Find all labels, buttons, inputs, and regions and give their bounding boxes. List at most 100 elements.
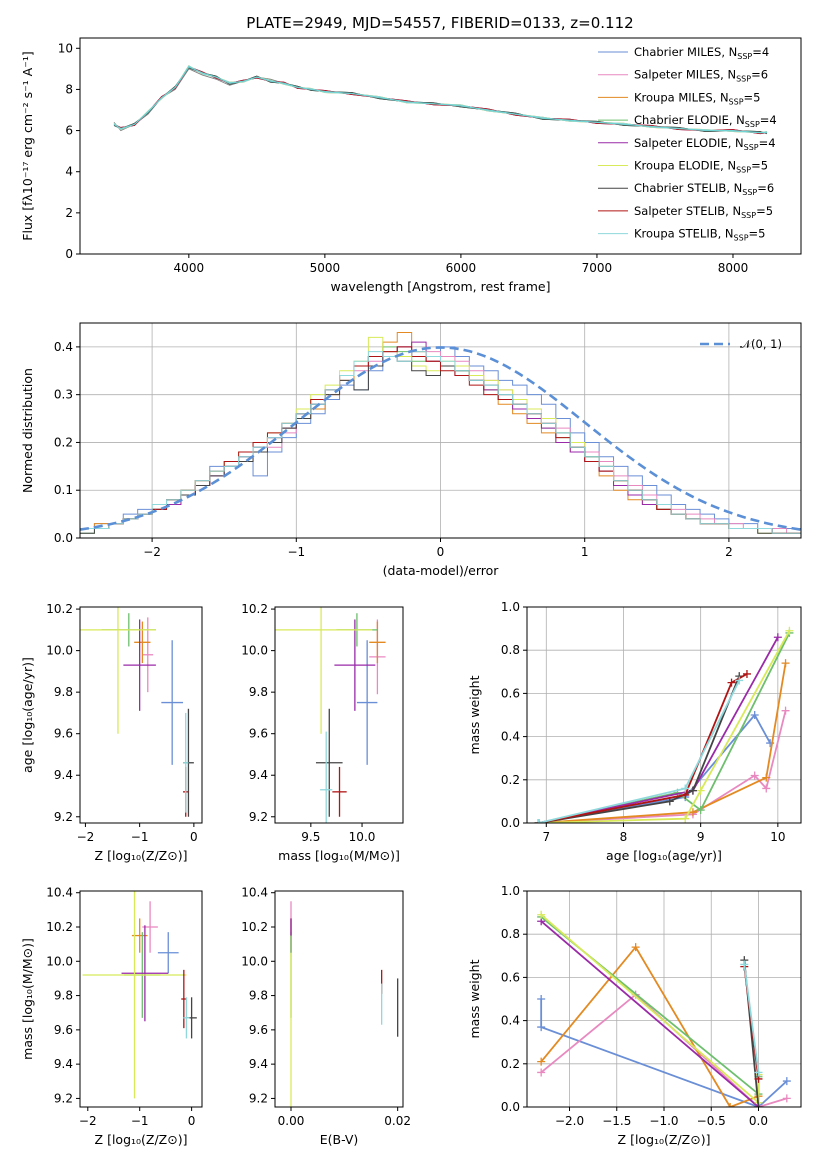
- axes-frame: [79, 890, 203, 1108]
- legend-sub: SSP: [744, 143, 759, 152]
- errorbar-point: [142, 617, 154, 693]
- y-tick-label: 0.2: [501, 773, 520, 787]
- y-tick-label: 9.6: [54, 1023, 73, 1037]
- y-tick-label: 9.2: [54, 810, 73, 824]
- x-axis-label: (data-model)/error: [383, 563, 500, 578]
- x-tick-label: 2: [725, 545, 733, 559]
- y-tick-label: 10.0: [46, 644, 73, 658]
- weight-series: [740, 960, 763, 1077]
- weight-marker: [762, 773, 771, 782]
- x-tick-label: 4000: [174, 261, 205, 275]
- weight-marker: [696, 786, 705, 795]
- weight-marker: [727, 678, 736, 687]
- errorbar-point: [134, 621, 151, 664]
- weight-marker: [773, 633, 782, 642]
- weight-series: [534, 706, 790, 823]
- weight-marker: [754, 1068, 763, 1077]
- weight-line: [538, 630, 791, 823]
- x-tick-label: 0.02: [384, 1114, 411, 1128]
- weight-marker: [537, 1023, 546, 1032]
- errorbar-point: [369, 621, 386, 664]
- plot-area: [80, 607, 194, 817]
- x-axis-label: mass [log₁₀(M/M⊙)]: [278, 848, 400, 863]
- weight-marker: [785, 626, 794, 635]
- legend-sub: SSP: [736, 75, 751, 84]
- histogram-legend: 𝒩(0, 1): [700, 337, 782, 351]
- x-tick-label: 9: [697, 830, 705, 844]
- y-tick-label: 9.2: [54, 1091, 73, 1105]
- axes-frame: [79, 37, 802, 255]
- weight-series: [534, 676, 744, 823]
- legend-name: Salpeter ELODIE, N: [634, 136, 744, 150]
- weight-marker: [681, 814, 690, 823]
- y-tick-label: 4: [65, 165, 73, 179]
- weight-marker: [781, 706, 790, 715]
- y-tick-label: 9.8: [54, 685, 73, 699]
- y-tick-label: 9.8: [249, 685, 268, 699]
- panel-residuals: −2 −1 0 1 2 0.0 0.1 0.2 0.3 0.4 (data-model)/error…: [20, 322, 802, 578]
- weight-marker: [681, 784, 690, 793]
- y-tick-label: 0.6: [501, 970, 520, 984]
- y-tick-label: 10.0: [241, 954, 268, 968]
- legend-count: =6: [757, 181, 774, 195]
- weight-marker: [782, 1077, 791, 1086]
- x-tick-label: −2: [143, 545, 161, 559]
- legend-sub: SSP: [745, 120, 760, 129]
- x-tick-label: 1: [581, 545, 589, 559]
- y-tick-label: 9.8: [54, 989, 73, 1003]
- y-tick-label: 1.0: [501, 884, 520, 898]
- panel-mass-vs-EBV: 0.00 0.02 9.2 9.4 9.6 9.8 10.0 10.2 10.4 E(B-V): [241, 886, 411, 1147]
- weight-line: [743, 964, 760, 1073]
- legend-entry: Chabrier MILES, NSSP=4: [634, 45, 769, 61]
- weight-series: [537, 943, 763, 1107]
- axes-frame: [526, 890, 802, 1108]
- legend-count: =4: [760, 113, 777, 127]
- weight-marker: [537, 910, 546, 919]
- axes-frame: [274, 890, 404, 1108]
- plot-area: [82, 891, 197, 1099]
- weight-series: [537, 910, 763, 1107]
- errorbar-point: [275, 607, 373, 734]
- x-axis-label: wavelength [Angstrom, rest frame]: [330, 279, 550, 294]
- plot-area: [275, 607, 386, 823]
- errorbar-point: [157, 932, 179, 974]
- x-tick-label: −1: [287, 545, 305, 559]
- legend-entry: Kroupa MILES, NSSP=5: [634, 90, 760, 106]
- weight-marker: [762, 784, 771, 793]
- spectrum-best-model-line: [113, 66, 767, 134]
- errorbar-point: [80, 607, 156, 734]
- weight-line: [540, 920, 760, 1107]
- errorbar-point: [123, 619, 156, 711]
- panel-massweight-vs-age: 7 8 9 10 0.0 0.2 0.4 0.6 0.8 1.0 age [log₁₀(age/yr…: [467, 600, 802, 863]
- errorbar-point: [183, 712, 189, 813]
- y-tick-label: 0.2: [501, 1057, 520, 1071]
- x-tick-label: −2.0: [555, 1114, 584, 1128]
- legend-count: =5: [744, 90, 761, 104]
- errorbar-point: [356, 640, 378, 765]
- weight-series: [534, 711, 775, 823]
- legend-sub: SSP: [736, 166, 751, 175]
- plot-area: [537, 910, 791, 1107]
- panel-spectrum: 4000 5000 6000 7000 8000 0 2 4 6 8 10 wavelength [A…: [20, 37, 802, 294]
- panel-age-vs-Z: −2 −1 0 9.2 9.4 9.6 9.8 10.0 10.2 Z [log₁₀(Z/Z⊙)]…: [20, 602, 203, 863]
- legend-entry: 𝒩(0, 1): [740, 337, 782, 351]
- x-tick-label: −1.5: [602, 1114, 631, 1128]
- legend-sub: SSP: [742, 188, 757, 197]
- y-tick-label: 0.0: [501, 1100, 520, 1114]
- y-tick-label: 9.4: [54, 768, 73, 782]
- x-tick-label: −2: [77, 830, 95, 844]
- x-tick-label: −0.5: [697, 1114, 726, 1128]
- legend-name: Chabrier ELODIE, N: [634, 113, 745, 127]
- y-tick-label: 10.2: [241, 920, 268, 934]
- legend-sub: SSP: [737, 52, 752, 61]
- y-tick-label: 9.6: [249, 727, 268, 741]
- weight-line: [538, 632, 791, 823]
- x-tick-label: −1: [131, 830, 149, 844]
- plot-area: [80, 332, 801, 538]
- y-tick-label: 10: [58, 41, 73, 55]
- errorbar-point: [181, 969, 187, 1029]
- y-tick-label: 10.2: [241, 602, 268, 616]
- legend-entry: Salpeter MILES, NSSP=6: [634, 68, 768, 84]
- y-tick-label: 0.1: [54, 483, 73, 497]
